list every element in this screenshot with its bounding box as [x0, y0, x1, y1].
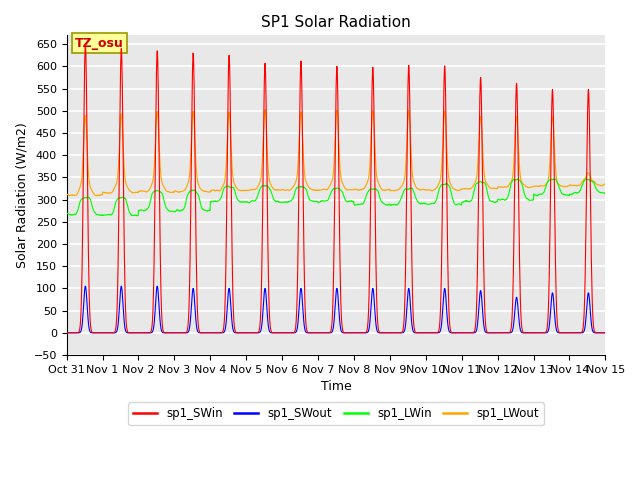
sp1_LWin — [602, 190, 609, 196]
sp1_SWout — [63, 330, 70, 336]
sp1_LWout — [364, 179, 371, 184]
sp1_LWout — [570, 182, 577, 188]
Title: SP1 Solar Radiation: SP1 Solar Radiation — [261, 15, 411, 30]
sp1_LWin — [63, 210, 70, 216]
sp1_SWin — [602, 330, 609, 336]
sp1_SWin — [81, 41, 89, 47]
sp1_LWin — [132, 213, 140, 218]
Text: TZ_osu: TZ_osu — [75, 36, 124, 49]
sp1_SWout — [554, 330, 562, 336]
sp1_SWin — [63, 330, 70, 336]
Line: sp1_SWout: sp1_SWout — [67, 286, 605, 333]
sp1_LWin — [554, 181, 562, 187]
sp1_LWout — [261, 107, 269, 112]
sp1_LWin — [582, 176, 590, 181]
sp1_SWin — [569, 330, 577, 336]
sp1_LWout — [63, 192, 70, 198]
sp1_SWin — [554, 326, 562, 332]
sp1_SWin — [213, 330, 221, 336]
sp1_LWin — [364, 191, 371, 196]
sp1_LWout — [493, 186, 500, 192]
sp1_SWin — [493, 330, 500, 336]
sp1_LWin — [569, 191, 577, 197]
sp1_SWin — [364, 326, 371, 332]
sp1_SWout — [569, 330, 577, 336]
Line: sp1_LWin: sp1_LWin — [67, 179, 605, 216]
sp1_SWout — [493, 330, 500, 336]
sp1_LWout — [602, 181, 609, 187]
sp1_LWout — [554, 180, 562, 186]
sp1_LWout — [213, 187, 221, 193]
Line: sp1_SWin: sp1_SWin — [67, 44, 605, 333]
sp1_SWout — [602, 330, 609, 336]
sp1_SWout — [213, 330, 221, 336]
sp1_LWout — [352, 186, 360, 192]
X-axis label: Time: Time — [321, 380, 351, 393]
sp1_LWin — [352, 202, 360, 208]
sp1_SWin — [352, 330, 360, 336]
Legend: sp1_SWin, sp1_SWout, sp1_LWin, sp1_LWout: sp1_SWin, sp1_SWout, sp1_LWin, sp1_LWout — [128, 402, 544, 425]
sp1_SWout — [352, 330, 360, 336]
sp1_LWout — [93, 193, 101, 199]
sp1_SWout — [364, 330, 371, 336]
sp1_LWin — [213, 199, 221, 204]
sp1_SWout — [81, 283, 89, 289]
sp1_LWin — [493, 199, 500, 205]
Line: sp1_LWout: sp1_LWout — [67, 109, 605, 196]
Y-axis label: Solar Radiation (W/m2): Solar Radiation (W/m2) — [15, 122, 28, 268]
